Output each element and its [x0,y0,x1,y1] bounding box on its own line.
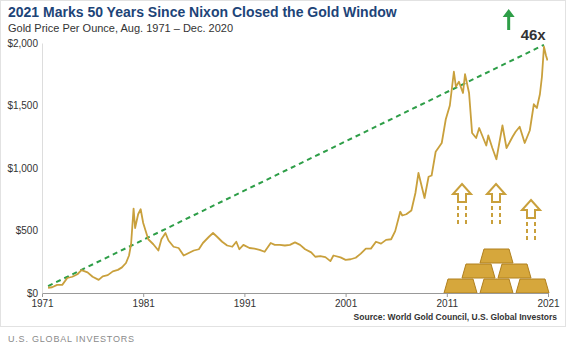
arrow-dash [534,236,536,240]
arrow-dash [526,236,528,240]
gold-bar [462,264,495,278]
arrow-dash [491,206,493,210]
source: Source: World Gold Council, U.S. Global … [354,312,558,322]
gold-bar [498,264,531,278]
arrow-dash [499,213,501,217]
title: 2021 Marks 50 Years Since Nixon Closed t… [8,4,397,20]
gold-bar [516,279,549,293]
gold-bar [480,279,513,293]
arrow-head [453,184,471,202]
x-tick: 1991 [234,293,257,309]
price-line [48,47,547,288]
gold-bars-icon [444,184,549,293]
x-tick: 1981 [133,293,156,309]
arrow-dash [499,220,501,224]
y-tick-label: $1,000 [7,163,38,174]
subtitle: Gold Price Per Ounce, Aug. 1971 – Dec. 2… [8,22,233,34]
y-tick: $2,000 [7,38,42,49]
gold-bar [444,279,477,293]
annotation-text: 46x [521,26,547,43]
x-tick-label: 2011 [437,298,459,309]
arrow-dash [534,229,536,233]
chart-root: 2021 Marks 50 Years Since Nixon Closed t… [0,0,566,355]
arrow-dash [465,206,467,210]
x-tick-label: 2021 [537,298,560,309]
arrow-dash [465,220,467,224]
y-tick-label: $500 [16,225,39,236]
x-tick-mark [244,293,245,297]
arrow-dash [491,220,493,224]
x-tick-label: 2001 [335,298,358,309]
x-axis-line [43,293,549,294]
arrow-dash [457,213,459,217]
arrow-dash [534,222,536,226]
y-tick: $500 [16,225,42,236]
x-tick-mark [143,293,144,297]
x-tick: 2011 [437,293,459,309]
footer: U.S. GLOBAL INVESTORS [8,334,135,344]
arrow-dash [491,213,493,217]
panel [1,1,566,327]
y-tick-label: $1,500 [7,100,38,111]
x-tick-label: 1981 [133,298,156,309]
chart-svg: 2021 Marks 50 Years Since Nixon Closed t… [0,0,566,355]
x-tick-mark [447,293,448,297]
y-tick-label: $0 [27,288,39,299]
x-tick: 2001 [335,293,358,309]
y-tick: $1,000 [7,163,42,174]
x-tick: 2021 [537,293,560,309]
arrow-dash [526,229,528,233]
y-tick: $0 [27,288,42,299]
x-axis: 1971 1981 1991 2001 2011 2021 [31,293,560,309]
annotation-arrow [503,9,515,30]
y-axis-line [42,44,43,294]
trend-line [48,45,544,286]
up-arrow-icon [453,184,471,224]
arrow-head [522,200,540,218]
x-tick-mark [548,293,549,297]
arrow-dash [457,220,459,224]
up-arrow-icon [522,200,540,240]
x-tick-mark [346,293,347,297]
arrow-dash [457,206,459,210]
x-tick-label: 1971 [31,298,54,309]
arrow-head [487,184,505,202]
arrow-dash [499,206,501,210]
annotation: 46x [503,9,547,43]
arrow-dash [465,213,467,217]
gold-bar [480,249,513,263]
arrow-dash [526,222,528,226]
y-tick-label: $2,000 [7,38,38,49]
up-arrow-icon [487,184,505,224]
plot-area [48,45,547,288]
x-tick-mark [42,293,43,297]
x-tick-label: 1991 [234,298,257,309]
y-axis: $0 $500 $1,000 $1,500 $2,000 [7,38,42,299]
y-tick: $1,500 [7,100,42,111]
